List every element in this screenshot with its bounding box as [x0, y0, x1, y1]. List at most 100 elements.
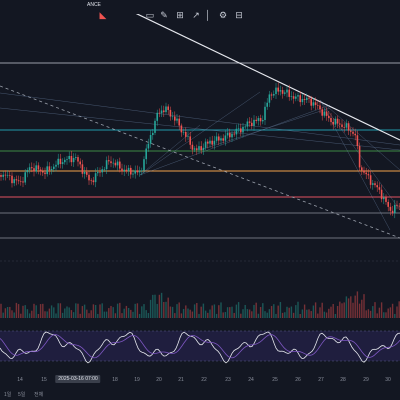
volume-bar [290, 306, 293, 318]
volume-bar [235, 304, 238, 318]
volume-bar [288, 307, 290, 318]
candle-body [15, 179, 18, 181]
volume-bar [376, 313, 378, 318]
candle-body [182, 131, 185, 133]
volume-bar [103, 311, 106, 318]
indicator-icon[interactable]: ⊞ [176, 9, 184, 20]
volume-bar [57, 303, 59, 318]
candle-body [191, 144, 194, 150]
candle-body [130, 167, 132, 175]
volume-bar [286, 306, 288, 318]
volume-bar [380, 302, 383, 318]
volume-bar [231, 306, 233, 318]
volume-bar [15, 302, 18, 318]
timeframe-5d[interactable]: 5일 [18, 392, 26, 398]
price-pane[interactable] [0, 14, 400, 374]
volume-bar [233, 312, 235, 318]
candle-body [88, 174, 90, 181]
candle-body [185, 131, 187, 137]
candle-body [389, 206, 392, 211]
candle-body [66, 159, 68, 160]
volume-bar [275, 313, 277, 318]
candle-body [295, 96, 297, 99]
candle-body [13, 179, 15, 184]
candle-body [70, 155, 73, 163]
volume-bar [39, 304, 42, 318]
candle-body [303, 98, 306, 100]
candle-body [154, 120, 156, 133]
volume-bar [385, 312, 387, 318]
candle-body [310, 98, 312, 106]
chart-type-icon[interactable]: ▭ [145, 9, 155, 20]
candle-body [385, 197, 387, 202]
fullscreen-icon[interactable]: ⊟ [235, 9, 243, 20]
volume-bar [42, 303, 44, 318]
volume-bar [158, 294, 161, 318]
time-axis[interactable]: 14 15 2025-03-16 07:00 18 19 20 21 22 23… [0, 374, 400, 386]
volume-bar [55, 313, 57, 318]
volume-bar [28, 313, 31, 318]
candle-body [180, 125, 183, 133]
trendline-descending[interactable] [108, 14, 400, 141]
x-tick: 14 [17, 377, 23, 383]
candle-body [396, 204, 398, 206]
timeframe-all[interactable]: 전체 [34, 392, 44, 398]
candle-body [72, 157, 75, 163]
candle-body [178, 118, 180, 126]
crosshair-time-label: 2025-03-16 07:00 [55, 375, 101, 383]
x-tick: 23 [225, 377, 231, 383]
x-tick: 22 [201, 377, 207, 383]
candle-body [97, 172, 99, 174]
candle-body [237, 128, 240, 130]
volume-bar [213, 304, 216, 318]
trendline-dashed[interactable] [0, 85, 400, 239]
candle-body [136, 170, 139, 173]
volume-bar [33, 303, 35, 318]
candle-body [253, 119, 255, 126]
candle-body [277, 87, 279, 92]
volume-bar [79, 313, 81, 318]
timeframe-1d[interactable]: 1일 [4, 392, 12, 398]
volume-bar [363, 294, 365, 318]
volume-bar [220, 302, 222, 318]
candle-body [341, 124, 343, 127]
volume-bar [251, 311, 253, 318]
volume-bar [372, 306, 374, 318]
candle-body [81, 164, 84, 174]
volume-bar [325, 312, 328, 318]
volume-bar [211, 305, 213, 318]
candle-body [50, 169, 53, 171]
volume-bar [174, 313, 176, 318]
volume-bar [13, 312, 15, 318]
volume-bar [6, 306, 9, 318]
candle-body [358, 145, 361, 168]
volume-bar [374, 302, 376, 318]
volume-bar [292, 312, 295, 318]
volume-bar [198, 313, 200, 318]
candle-body [123, 169, 125, 172]
candle-body [301, 98, 304, 103]
volume-bar [264, 311, 266, 318]
volume-bar [83, 304, 86, 318]
compare-icon[interactable]: ↗ [192, 9, 200, 20]
candle-body [37, 165, 40, 170]
volume-bar [242, 309, 244, 318]
candle-body [39, 169, 42, 172]
candle-body [345, 123, 348, 128]
exchange-label: ANCE [87, 2, 101, 8]
volume-bar [301, 309, 304, 318]
alert-icon[interactable]: ◣ [99, 9, 107, 20]
candle-body [218, 136, 220, 141]
settings-icon[interactable]: ⚙ [218, 9, 228, 20]
candle-body [387, 201, 389, 207]
volume-bar [114, 313, 117, 318]
draw-icon[interactable]: ✎ [160, 9, 168, 20]
volume-bar [308, 309, 310, 318]
volume-bars [0, 291, 400, 318]
volume-bar [389, 307, 392, 318]
candle-body [204, 141, 207, 148]
volume-bar [108, 308, 110, 318]
x-tick: 24 [248, 377, 254, 383]
oscillator-pane[interactable] [0, 320, 400, 374]
layout-icon[interactable]: │ [205, 10, 211, 20]
